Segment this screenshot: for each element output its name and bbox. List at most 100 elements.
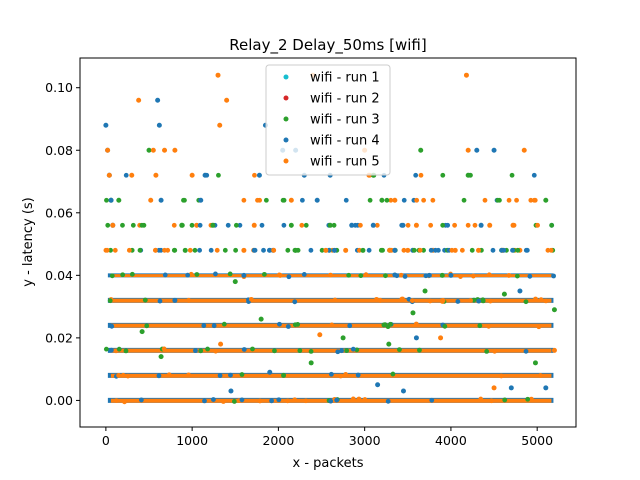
scatter-point [103, 122, 109, 128]
scatter-point [452, 247, 458, 253]
scatter-point [413, 172, 419, 178]
scatter-point [387, 247, 392, 253]
scatter-point [392, 197, 398, 203]
scatter-point [400, 388, 406, 394]
y-tick-label: 0.06 [45, 205, 73, 220]
scatter-point [216, 172, 221, 178]
scatter-point [162, 147, 168, 153]
scatter-point [232, 279, 238, 285]
scatter-point [383, 273, 388, 279]
data-points-layer [103, 72, 557, 405]
scatter-point [297, 348, 303, 353]
scatter-point [172, 297, 178, 303]
scatter-point [109, 323, 115, 329]
scatter-point [385, 398, 391, 404]
scatter-point [142, 297, 148, 303]
scatter-point [543, 197, 549, 203]
scatter-point [490, 247, 496, 253]
scatter-point [532, 360, 538, 366]
x-tick-label: 1000 [176, 433, 208, 448]
scatter-point [529, 396, 534, 402]
scatter-point [116, 197, 122, 203]
scatter-point [123, 172, 129, 178]
scatter-point [515, 247, 521, 253]
scatter-point [536, 324, 542, 330]
scatter-point [308, 360, 314, 366]
x-tick-label: 4000 [435, 433, 467, 448]
scatter-point [105, 222, 111, 228]
scatter-point [122, 399, 127, 405]
scatter-point [484, 348, 490, 354]
scatter-point [506, 197, 512, 203]
scatter-point [213, 271, 218, 277]
scatter-point [107, 298, 113, 304]
scatter-point [394, 273, 400, 279]
scatter-point [271, 247, 277, 253]
scatter-point [508, 385, 514, 391]
scatter-point [397, 347, 402, 353]
scatter-point [343, 247, 349, 253]
scatter-point [130, 222, 136, 228]
scatter-point [233, 247, 239, 253]
legend-marker [283, 137, 289, 143]
chart-title: Relay_2 Delay_50ms [wifi] [229, 36, 426, 55]
scatter-point [329, 322, 335, 328]
y-axis-label: y - latency (s) [21, 197, 36, 286]
scatter-point [426, 272, 432, 278]
scatter-point [136, 97, 142, 103]
scatter-point [334, 397, 340, 403]
scatter-point [538, 297, 544, 303]
scatter-point [197, 247, 202, 253]
scatter-point [344, 348, 350, 353]
scatter-point [218, 341, 224, 347]
scatter-point [498, 373, 504, 379]
scatter-point [141, 222, 147, 228]
scatter-point [198, 348, 204, 354]
scatter-point [197, 222, 203, 228]
scatter-point [110, 222, 116, 228]
scatter-point [148, 197, 154, 203]
scatter-point [521, 147, 527, 153]
scatter-point [459, 247, 465, 253]
scatter-point [272, 348, 277, 354]
scatter-point [281, 197, 287, 203]
scatter-point [414, 197, 420, 203]
scatter-point [156, 122, 162, 128]
scatter-point [217, 122, 223, 128]
scatter-point [328, 272, 333, 278]
scatter-point [186, 297, 192, 303]
scatter-point [377, 297, 383, 303]
scatter-point [400, 222, 406, 228]
scatter-point [429, 397, 435, 403]
scatter-point [269, 398, 274, 404]
scatter-point [241, 347, 247, 352]
scatter-point [363, 272, 369, 278]
scatter-point [440, 222, 446, 228]
scatter-point [182, 197, 187, 203]
scatter-point [478, 396, 484, 402]
scatter-point [442, 323, 448, 329]
scatter-point [514, 273, 520, 279]
legend: wifi - run 1 wifi - run 2 wifi - run 3 wifi… [265, 64, 391, 176]
x-axis-label: x - packets [293, 456, 364, 471]
scatter-point [356, 396, 362, 402]
scatter-point [438, 335, 444, 341]
scatter-point [543, 298, 549, 304]
scatter-point [112, 247, 118, 253]
x-tick-label: 5000 [521, 433, 553, 448]
scatter-point [551, 307, 557, 313]
scatter-point [422, 288, 428, 294]
scatter-point [139, 329, 145, 335]
scatter-point [255, 197, 260, 203]
scatter-point [144, 323, 150, 329]
scatter-point [379, 197, 385, 203]
scatter-point [281, 372, 287, 378]
scatter-point [228, 372, 233, 378]
scatter-point [535, 222, 540, 228]
scatter-point [543, 385, 549, 391]
scatter-point [319, 247, 325, 253]
scatter-point [187, 247, 193, 253]
scatter-point [194, 272, 200, 277]
scatter-point [458, 274, 463, 279]
